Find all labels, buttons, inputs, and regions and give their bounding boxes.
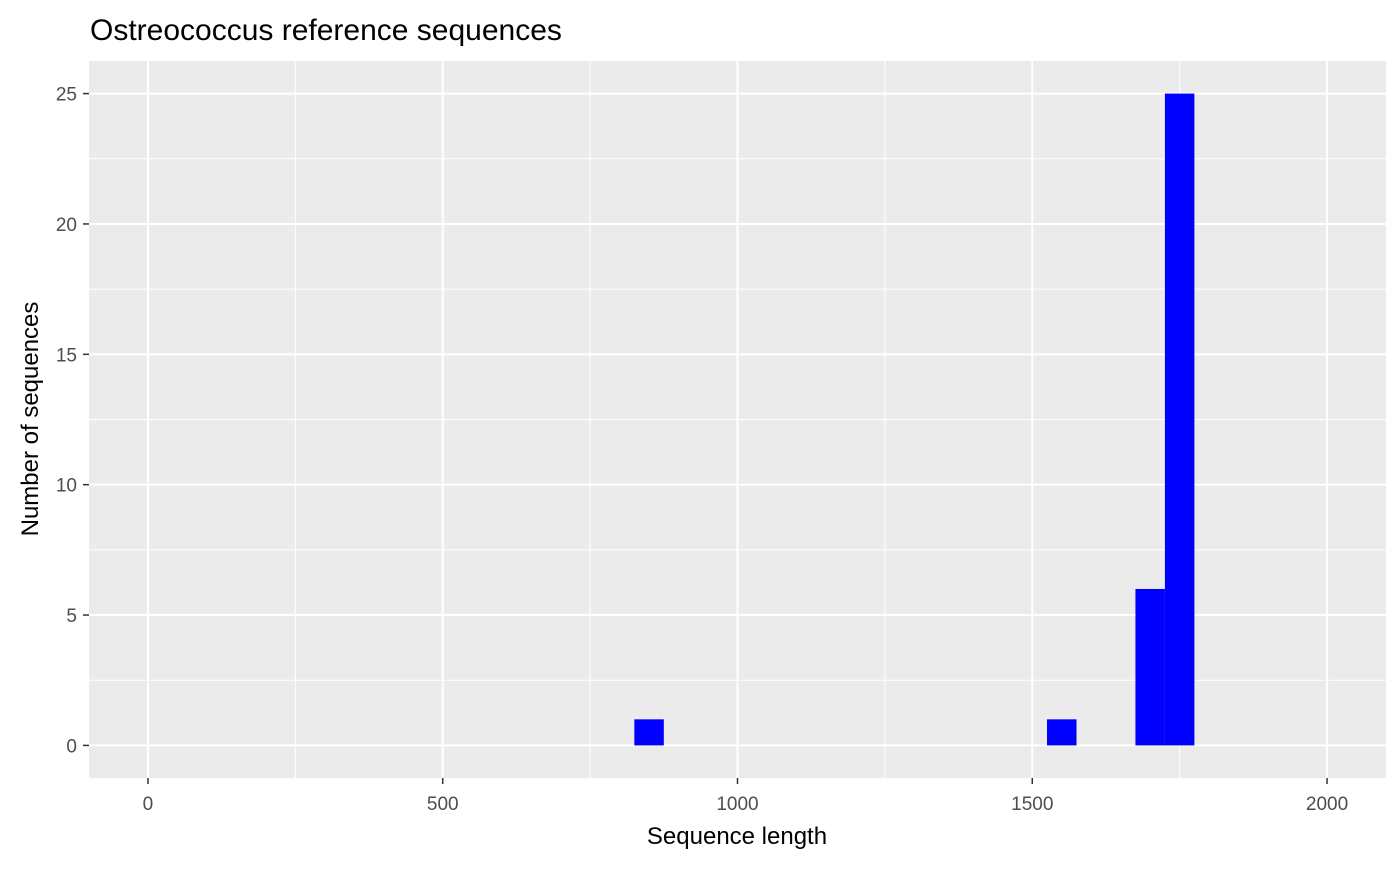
- y-tick-label: 5: [66, 606, 77, 627]
- histogram-bar: [1047, 719, 1077, 746]
- histogram-bar: [1164, 93, 1195, 746]
- x-tick-label: 2000: [1306, 794, 1348, 815]
- histogram-bars: [634, 93, 1195, 746]
- x-tick-label: 1000: [716, 794, 758, 815]
- y-tick-label: 20: [56, 215, 77, 236]
- y-tick-label: 10: [56, 476, 77, 497]
- y-axis-label: Number of sequences: [17, 302, 44, 537]
- x-axis-ticks: 0 500 1000 1500 2000: [143, 778, 1348, 815]
- x-tick-label: 500: [427, 794, 459, 815]
- chart-title: Ostreococcus reference sequences: [90, 14, 562, 47]
- y-tick-label: 25: [56, 85, 77, 106]
- y-tick-label: 0: [66, 736, 77, 757]
- x-axis-label: Sequence length: [647, 823, 827, 850]
- x-tick-label: 0: [143, 794, 154, 815]
- y-axis-ticks: 0 5 10 15 20 25: [56, 85, 89, 757]
- x-tick-label: 1500: [1011, 794, 1053, 815]
- histogram-bar: [1135, 588, 1165, 746]
- y-tick-label: 15: [56, 345, 77, 366]
- histogram-bar: [634, 719, 664, 746]
